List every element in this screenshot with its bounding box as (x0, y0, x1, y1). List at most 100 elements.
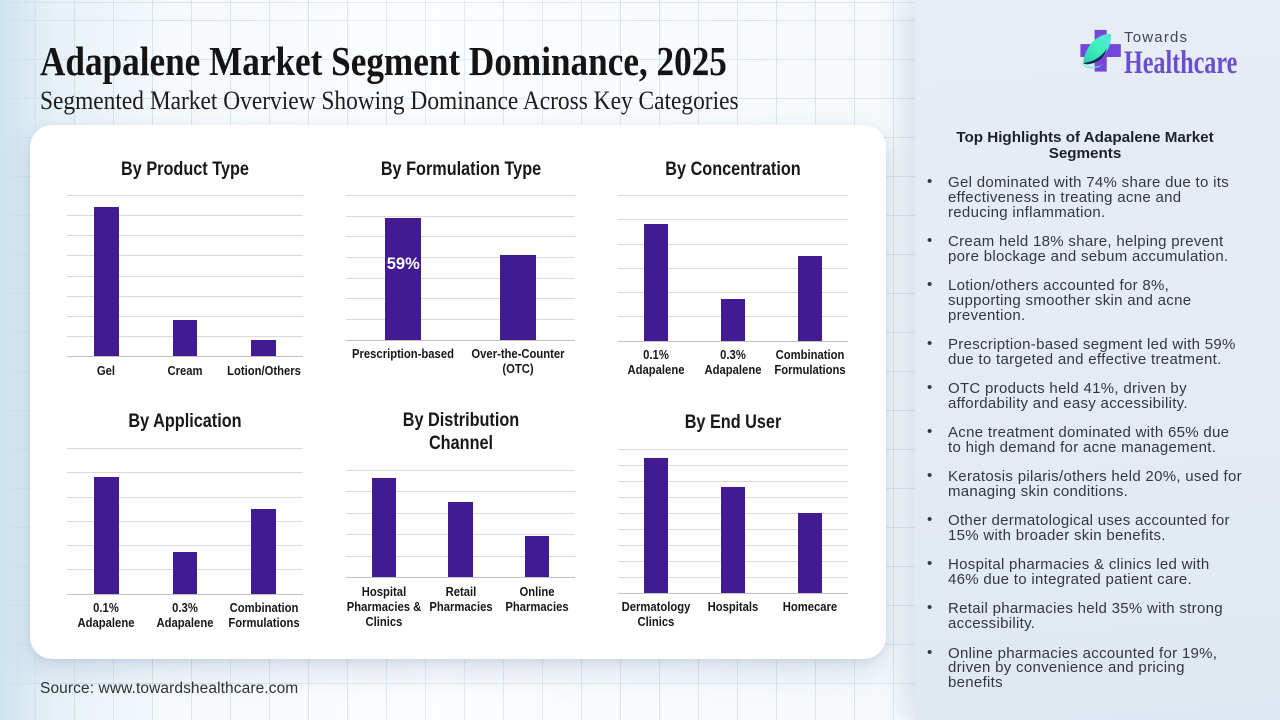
gridline (346, 215, 575, 217)
bar-prescription-based: 59% (385, 217, 422, 340)
category-label: Combination Formulations (774, 348, 846, 377)
chart-title: By Concentration (665, 159, 801, 180)
bar-value-label: 59% (386, 254, 420, 273)
chart-by-concentration: By Concentration 0.1% Adapalene 0.3% Adapa… (618, 159, 848, 377)
logo-word-towards: Towards (1124, 29, 1189, 46)
x-axis-line (67, 593, 303, 595)
category-label: Online Pharmacies (505, 584, 569, 614)
chart-by-formulation-type: By Formulation Type 59% Prescription-based… (346, 159, 575, 376)
infographic-background: Adapalene Market Segment Dominance, 2025… (0, 0, 915, 720)
bar-hospitals (720, 486, 746, 593)
gridline (618, 267, 848, 269)
gridline (346, 298, 575, 300)
bar-0-3- (720, 299, 746, 341)
x-axis-line (618, 340, 848, 342)
highlight-item: Prescription-based segment led with 59% … (927, 337, 1258, 368)
gridline (618, 480, 848, 482)
category-label: Combination Formulations (228, 601, 300, 630)
medical-cross-leaf-icon (1080, 29, 1121, 72)
highlight-item: Lotion/others accounted for 8%, supporti… (927, 278, 1258, 323)
chart-by-application: By Application 0.1% Adapalene 0.3% Adapale… (67, 411, 303, 630)
gridline (67, 235, 303, 237)
bar-0-3- (172, 552, 198, 594)
category-label: Hospital Pharmacies & Clinics (346, 584, 422, 629)
x-axis-line (67, 356, 303, 357)
gridline (67, 545, 303, 546)
highlights-title: Top Highlights of Adapalene Market Segme… (956, 129, 1214, 162)
highlights-list: Gel dominated with 74% share due to its … (927, 175, 1258, 705)
page-title: Adapalene Market Segment Dominance, 2025 (40, 38, 727, 84)
bar-0-1- (93, 477, 119, 594)
gridline (346, 236, 575, 238)
bar-combination (251, 508, 277, 594)
gridline (346, 195, 575, 196)
highlight-item: OTC products held 41%, driven by afforda… (927, 381, 1258, 412)
category-label: 0.1% Adapalene (77, 601, 135, 630)
page-subtitle: Segmented Market Overview Showing Domina… (40, 86, 739, 115)
category-label: 0.3% Adapalene (156, 601, 214, 630)
gridline (346, 277, 575, 279)
gridline (346, 469, 575, 471)
gridline (67, 295, 303, 297)
category-label: Cream (167, 363, 203, 378)
chart-title: By Formulation Type (380, 159, 541, 180)
bar-lotion-others (251, 339, 277, 356)
gridline (618, 195, 848, 196)
chart-title: By Product Type (121, 159, 249, 180)
highlight-item: Keratosis pilaris/others held 20%, used … (927, 469, 1258, 500)
bar-0-1- (644, 224, 669, 341)
highlight-item: Retail pharmacies held 35% with strong a… (927, 601, 1258, 632)
category-label: Gel (97, 363, 116, 378)
x-axis-line (346, 577, 575, 578)
gridline (67, 195, 303, 196)
category-label: Lotion/Others (226, 363, 301, 378)
chart-title: By Distribution Channel (402, 410, 519, 454)
chart-by-distribution-channel: By Distribution Channel Hospital Pharmaci… (346, 410, 575, 629)
gridline (67, 520, 303, 522)
gridline (618, 448, 848, 450)
gridline (67, 472, 303, 474)
towards-healthcare-logo: Towards Healthcare (1070, 22, 1270, 82)
gridline (618, 219, 848, 221)
highlight-item: Acne treatment dominated with 65% due to… (927, 425, 1258, 456)
bar-cream (172, 319, 198, 356)
gridline (346, 318, 575, 320)
gridline (67, 496, 303, 498)
gridline (346, 491, 575, 492)
bar-homecare (797, 512, 822, 593)
gridline (67, 215, 303, 217)
gridline (67, 448, 303, 449)
category-label: Hospitals (707, 600, 759, 614)
chart-by-product-type: By Product Type Gel Cream Lotion/Others (67, 159, 303, 378)
chart-title: By End User (684, 411, 782, 433)
gridline (67, 255, 303, 257)
bar-hospital (372, 478, 397, 577)
gridline (67, 315, 303, 317)
gridline (346, 256, 575, 258)
bar-dermatology (644, 458, 669, 593)
chart-title: By Application (128, 411, 242, 432)
highlight-item: Other dermatological uses accounted for … (927, 513, 1258, 544)
category-label: 0.1% Adapalene (627, 348, 685, 377)
category-label: Over-the-Counter (OTC) (471, 347, 565, 376)
logo-word-healthcare: Healthcare (1124, 45, 1238, 81)
source-note: Source: www.towardshealthcare.com (40, 680, 299, 697)
gridline (618, 292, 848, 293)
highlight-item: Gel dominated with 74% share due to its … (927, 175, 1258, 220)
category-label: Homecare (782, 600, 837, 614)
chart-by-end-user: By End User Dermatology Clinics Hospitals H… (618, 412, 848, 629)
category-label: Dermatology Clinics (621, 600, 691, 629)
highlight-item: Cream held 18% share, helping prevent po… (927, 234, 1258, 265)
highlight-item: Online pharmacies accounted for 19%, dri… (927, 645, 1258, 691)
gridline (618, 243, 848, 245)
gridline (618, 464, 848, 466)
category-label: Retail Pharmacies (428, 584, 493, 614)
category-label: 0.3% Adapalene (704, 348, 762, 377)
bar-gel (93, 207, 119, 356)
highlights-sidebar: Towards Healthcare Top Highlights of Ada… (915, 0, 1280, 720)
bar-online (524, 536, 549, 577)
category-label: Prescription-based (352, 347, 455, 361)
bar-retail (448, 501, 473, 577)
charts-card: By Product Type Gel Cream Lotion/Others By … (30, 125, 886, 659)
bar-combination (797, 255, 822, 341)
